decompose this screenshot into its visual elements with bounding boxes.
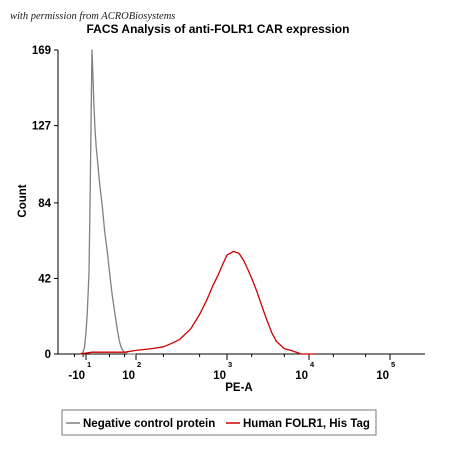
- x-tick-exponent: 1: [87, 360, 91, 369]
- y-axis-ticks: 0 42 84 127 169: [32, 45, 58, 361]
- legend: Negative control protein Human FOLR1, Hi…: [61, 409, 377, 436]
- series-line-human-folr1: [80, 250, 316, 355]
- series-group: [79, 49, 316, 355]
- x-axis-label: PE-A: [225, 382, 252, 394]
- chart-title: FACS Analysis of anti-FOLR1 CAR expressi…: [87, 22, 350, 36]
- x-tick-exponent: 4: [310, 360, 315, 369]
- series-line-negative-control: [79, 49, 136, 355]
- x-tick-label: 10: [295, 370, 308, 382]
- y-tick-label: 127: [32, 121, 51, 133]
- x-tick-label: 10: [213, 370, 226, 382]
- x-tick-label: -10: [68, 370, 85, 382]
- y-tick-label: 84: [38, 198, 51, 210]
- y-tick-label: 0: [45, 349, 51, 361]
- y-axis-label: Count: [17, 184, 29, 217]
- x-tick-label: 10: [376, 370, 389, 382]
- y-tick-label: 42: [38, 273, 51, 285]
- watermark-text: with permission from ACROBiosystems: [10, 11, 175, 22]
- legend-box: [61, 409, 377, 436]
- x-tick-exponent: 3: [228, 360, 232, 369]
- x-tick-exponent: 2: [137, 360, 141, 369]
- x-tick-label: 10: [122, 370, 135, 382]
- x-tick-exponent: 5: [391, 360, 395, 369]
- y-tick-label: 169: [32, 45, 51, 57]
- legend-label-negative: Negative control protein: [83, 418, 215, 430]
- legend-label-folr1: Human FOLR1, His Tag: [243, 418, 370, 430]
